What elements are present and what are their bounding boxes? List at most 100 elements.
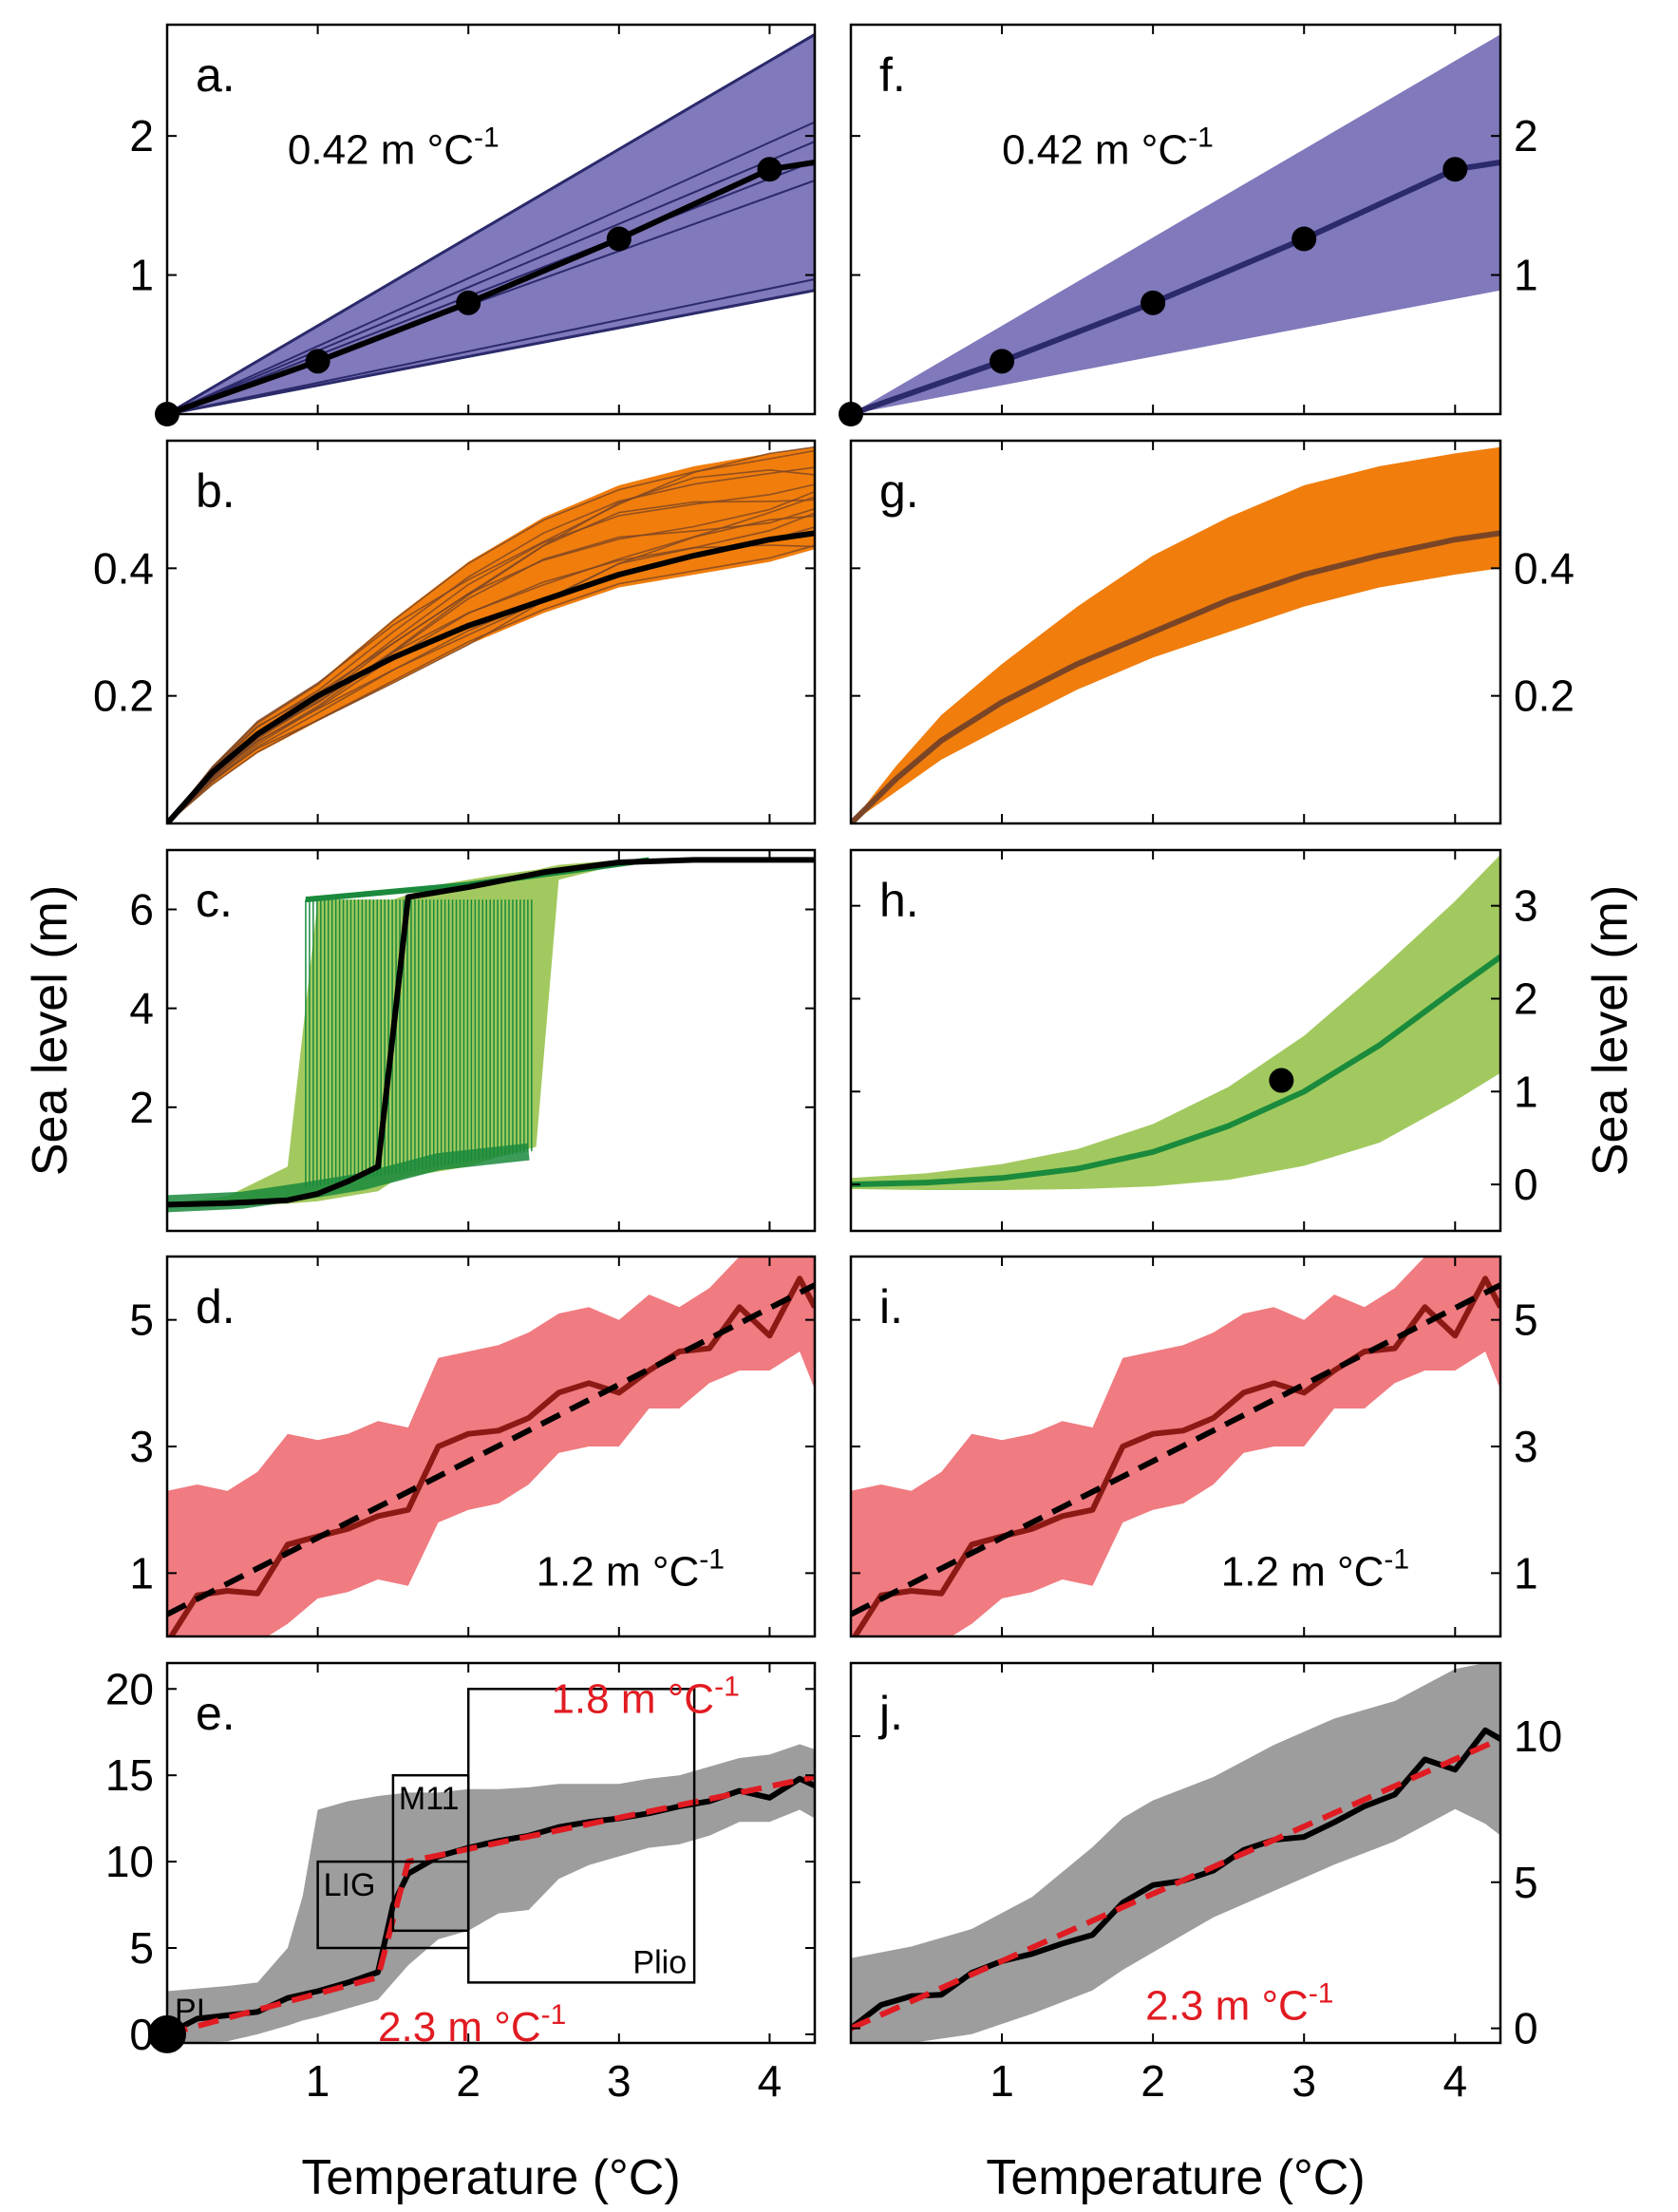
panel-c-label: c. [196, 874, 233, 927]
panel-d-y-tick-label: 1 [129, 1548, 154, 1598]
panel-j-label: j. [877, 1687, 903, 1740]
y-axis-label-right: Sea level (m) [1583, 885, 1638, 1176]
y-axis-label-left: Sea level (m) [23, 885, 78, 1176]
panel-h-label: h. [879, 874, 919, 927]
panel-h-data-point [1269, 1068, 1294, 1093]
panel-b-y-tick-label: 0.2 [93, 671, 154, 721]
panel-c-band [167, 860, 815, 1206]
panel-c-y-tick-label: 6 [129, 884, 154, 934]
panel-a-data-point [757, 157, 782, 182]
panel-a-ensemble-line [167, 141, 815, 414]
panel-e-y-tick-label: 0 [129, 2010, 154, 2059]
panel-c-frame [165, 848, 817, 1233]
panel-g-y-tick-label: 0.4 [1514, 543, 1574, 593]
panel-h-band [851, 854, 1500, 1190]
panel-b-ensemble-line [167, 466, 815, 823]
x-axis-label-right: Temperature (°C) [986, 2150, 1365, 2205]
panel-e-band [167, 1744, 815, 2043]
panel-b-ensemble-line [167, 449, 815, 823]
panel-a-ensemble-line [167, 160, 815, 414]
panel-d-y-tick-label: 5 [129, 1295, 154, 1345]
panel-h-series-line [851, 955, 1500, 1188]
panel-d-band [167, 1257, 815, 1636]
panel-f-data-point [1141, 290, 1166, 315]
panel-b-frame [165, 439, 817, 825]
panel-b-label: b. [196, 464, 236, 518]
panel-j-frame [849, 1661, 1502, 2045]
panel-c: 2 4 6 c. [129, 848, 817, 1233]
panel-j: 0 5 10 j. 2.3 m °C-1 [849, 1661, 1562, 2053]
panel-c-y-tick-label: 4 [129, 984, 154, 1033]
panel-d-annotation: 1.2 m °C-1 [537, 1544, 725, 1596]
panel-e-box-m11: M11 [391, 1773, 470, 1933]
panel-i: 1 3 5 i. 1.2 m °C-1 [849, 1255, 1538, 1638]
panel-i-y-tick-label: 1 [1514, 1548, 1538, 1598]
panel-d-y-tick-label: 3 [129, 1422, 154, 1471]
panel-a-ensemble-line [167, 121, 815, 414]
x-tick-label: 1 [306, 2056, 330, 2106]
panel-h-y-tick-label: 0 [1514, 1160, 1538, 1209]
panel-g-label: g. [879, 464, 919, 518]
x-tick-label: 2 [456, 2056, 481, 2106]
panel-i-label: i. [879, 1280, 903, 1333]
panel-b-band [167, 446, 815, 823]
panel-a-ensemble-line [167, 33, 815, 414]
panel-b-series-line [167, 530, 815, 823]
x-tick-labels-left: 1 2 3 4 [306, 2056, 782, 2106]
panel-j-band [851, 1663, 1500, 2043]
panel-a-data-point [456, 290, 481, 315]
panel-a-ensemble-line [167, 277, 815, 414]
panel-e-y-tick-label: 15 [105, 1750, 154, 1800]
panel-e-frame [165, 1661, 817, 2045]
panel-f: 1 2 f. 0.42 m °C-1 [839, 23, 1538, 426]
panel-b-ensemble-line [167, 544, 815, 823]
panel-a-data-point [606, 226, 632, 252]
panel-g-series-line [851, 530, 1500, 823]
panel-i-annotation: 1.2 m °C-1 [1221, 1544, 1409, 1596]
panel-i-band [851, 1257, 1500, 1636]
panel-f-label: f. [879, 48, 906, 102]
panel-i-y-tick-label: 5 [1514, 1295, 1538, 1345]
panel-e-pi-label: PI [175, 1993, 205, 2029]
panel-b-ensemble-line [167, 468, 815, 823]
panel-j-y-tick-label: 10 [1514, 1711, 1562, 1761]
panel-e-annotation: 1.8 m °C-1 [551, 1672, 739, 1723]
panel-f-data-point [1442, 157, 1468, 182]
panel-a-ensemble-line [167, 289, 815, 414]
panel-e-box-label: Plio [632, 1944, 687, 1980]
panel-f-data-point [990, 349, 1015, 374]
panel-h-y-tick-label: 2 [1514, 974, 1538, 1023]
panel-a-annotation: 0.42 m °C-1 [288, 122, 500, 173]
panel-j-y-tick-label: 5 [1514, 1858, 1538, 1907]
panel-e-box-label: LIG [324, 1867, 376, 1903]
panel-h-frame [849, 848, 1502, 1233]
panel-j-fit-line [851, 1736, 1500, 2032]
panel-b-y-tick-label: 0.4 [93, 543, 154, 593]
panel-b: 0.2 0.4 b. [93, 439, 817, 825]
panel-d-label: d. [196, 1280, 236, 1333]
panel-e-annotation: 2.3 m °C-1 [378, 1999, 566, 2051]
panel-e-label: e. [196, 1687, 236, 1740]
panel-e-y-tick-label: 5 [129, 1923, 154, 1973]
panel-e: LIG M11 Plio 0 5 10 15 20 e. PI 1.8 m °C-1 2.3 m °C… [105, 1661, 817, 2059]
panel-j-annotation: 2.3 m °C-1 [1145, 1977, 1333, 2029]
panel-b-ensemble-line [167, 507, 815, 823]
panel-d-fit-line [167, 1282, 815, 1617]
panel-f-data-point [1291, 226, 1317, 252]
panel-i-fit-line [851, 1282, 1500, 1617]
x-tick-label: 2 [1141, 2056, 1165, 2106]
panel-f-frame [849, 23, 1502, 416]
x-tick-label: 3 [1291, 2056, 1316, 2106]
panel-d: 1 3 5 d. 1.2 m °C-1 [129, 1255, 817, 1638]
panel-a-label: a. [196, 48, 236, 102]
x-tick-label: 1 [990, 2056, 1014, 2106]
panel-e-box-label: M11 [399, 1781, 460, 1817]
x-axis-label-left: Temperature (°C) [301, 2150, 680, 2205]
panel-e-y-tick-label: 10 [105, 1837, 154, 1886]
panel-g-band [851, 446, 1500, 823]
x-tick-label: 3 [607, 2056, 632, 2106]
panel-f-annotation: 0.42 m °C-1 [1002, 122, 1214, 173]
x-tick-label: 4 [758, 2056, 782, 2106]
panel-f-y-tick-label: 2 [1514, 111, 1538, 161]
